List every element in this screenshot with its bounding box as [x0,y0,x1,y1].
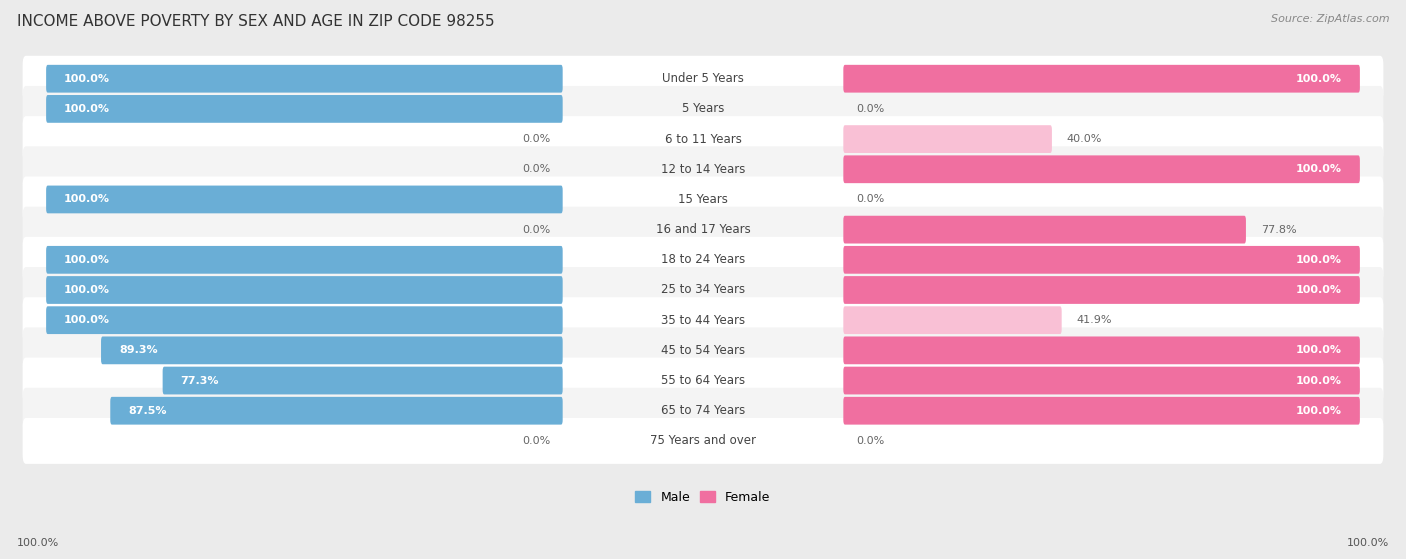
Text: 100.0%: 100.0% [1296,285,1341,295]
FancyBboxPatch shape [844,337,1360,364]
FancyBboxPatch shape [22,56,1384,102]
Text: 100.0%: 100.0% [65,285,110,295]
Text: 5 Years: 5 Years [682,102,724,115]
Text: 15 Years: 15 Years [678,193,728,206]
Text: 77.8%: 77.8% [1261,225,1296,235]
FancyBboxPatch shape [22,388,1384,434]
Text: 89.3%: 89.3% [120,345,157,356]
Text: 100.0%: 100.0% [1347,538,1389,548]
Text: 35 to 44 Years: 35 to 44 Years [661,314,745,326]
Text: 12 to 14 Years: 12 to 14 Years [661,163,745,176]
Text: 100.0%: 100.0% [65,255,110,265]
FancyBboxPatch shape [844,65,1360,93]
FancyBboxPatch shape [163,367,562,395]
FancyBboxPatch shape [22,418,1384,464]
Legend: Male, Female: Male, Female [630,486,776,509]
FancyBboxPatch shape [22,177,1384,222]
Text: 16 and 17 Years: 16 and 17 Years [655,223,751,236]
FancyBboxPatch shape [844,276,1360,304]
Text: 100.0%: 100.0% [1296,74,1341,84]
FancyBboxPatch shape [844,367,1360,395]
FancyBboxPatch shape [22,116,1384,162]
Text: 77.3%: 77.3% [180,376,219,386]
FancyBboxPatch shape [22,328,1384,373]
Text: 0.0%: 0.0% [856,195,884,205]
Text: 100.0%: 100.0% [1296,376,1341,386]
FancyBboxPatch shape [22,86,1384,132]
FancyBboxPatch shape [844,125,1052,153]
Text: 100.0%: 100.0% [1296,345,1341,356]
Text: Under 5 Years: Under 5 Years [662,72,744,85]
Text: 40.0%: 40.0% [1067,134,1102,144]
Text: 100.0%: 100.0% [65,195,110,205]
Text: 100.0%: 100.0% [65,74,110,84]
Text: 0.0%: 0.0% [522,225,550,235]
Text: 65 to 74 Years: 65 to 74 Years [661,404,745,417]
FancyBboxPatch shape [22,297,1384,343]
FancyBboxPatch shape [46,186,562,214]
FancyBboxPatch shape [46,95,562,123]
FancyBboxPatch shape [844,216,1246,244]
FancyBboxPatch shape [22,207,1384,253]
Text: 25 to 34 Years: 25 to 34 Years [661,283,745,296]
Text: 100.0%: 100.0% [1296,255,1341,265]
Text: 6 to 11 Years: 6 to 11 Years [665,132,741,145]
Text: 75 Years and over: 75 Years and over [650,434,756,447]
FancyBboxPatch shape [101,337,562,364]
FancyBboxPatch shape [46,246,562,274]
FancyBboxPatch shape [22,146,1384,192]
Text: 100.0%: 100.0% [65,104,110,114]
Text: 100.0%: 100.0% [17,538,59,548]
FancyBboxPatch shape [844,306,1062,334]
FancyBboxPatch shape [22,358,1384,404]
FancyBboxPatch shape [844,246,1360,274]
Text: 0.0%: 0.0% [856,104,884,114]
Text: 41.9%: 41.9% [1077,315,1112,325]
FancyBboxPatch shape [844,155,1360,183]
Text: Source: ZipAtlas.com: Source: ZipAtlas.com [1271,14,1389,24]
FancyBboxPatch shape [46,65,562,93]
Text: 55 to 64 Years: 55 to 64 Years [661,374,745,387]
Text: 0.0%: 0.0% [522,134,550,144]
FancyBboxPatch shape [22,237,1384,283]
Text: 87.5%: 87.5% [128,406,167,416]
Text: INCOME ABOVE POVERTY BY SEX AND AGE IN ZIP CODE 98255: INCOME ABOVE POVERTY BY SEX AND AGE IN Z… [17,14,495,29]
Text: 100.0%: 100.0% [65,315,110,325]
Text: 0.0%: 0.0% [522,436,550,446]
Text: 0.0%: 0.0% [856,436,884,446]
Text: 100.0%: 100.0% [1296,164,1341,174]
Text: 100.0%: 100.0% [1296,406,1341,416]
FancyBboxPatch shape [22,267,1384,313]
FancyBboxPatch shape [46,306,562,334]
Text: 45 to 54 Years: 45 to 54 Years [661,344,745,357]
FancyBboxPatch shape [46,276,562,304]
Text: 18 to 24 Years: 18 to 24 Years [661,253,745,266]
Text: 0.0%: 0.0% [522,164,550,174]
FancyBboxPatch shape [844,397,1360,425]
FancyBboxPatch shape [110,397,562,425]
